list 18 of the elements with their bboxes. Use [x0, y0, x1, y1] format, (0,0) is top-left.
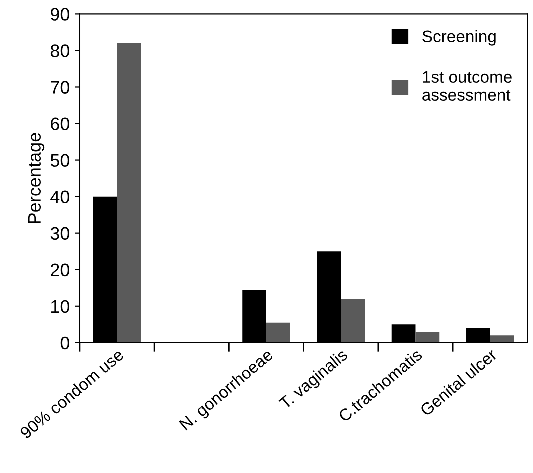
y-tick-label: 80	[50, 44, 70, 58]
bar	[117, 43, 142, 343]
bar	[490, 336, 514, 343]
bar	[341, 299, 365, 343]
legend-label: Screening	[422, 30, 496, 46]
y-axis-title: Percentage	[28, 133, 45, 224]
y-tick-label: 70	[51, 81, 70, 94]
y-tick-label: 50	[50, 154, 70, 168]
y-tick-label: 10	[52, 300, 70, 314]
y-tick-label: 90	[50, 8, 70, 21]
y-tick-label: 30	[50, 227, 70, 240]
y-tick-label: 40	[50, 190, 70, 204]
bar	[416, 332, 440, 343]
y-tick-label: 20	[51, 264, 70, 277]
legend-label: 1st outcome assessment	[422, 71, 512, 102]
y-tick-label: 60	[51, 118, 70, 130]
y-tick-label: 0	[60, 336, 70, 350]
bar	[266, 322, 290, 343]
